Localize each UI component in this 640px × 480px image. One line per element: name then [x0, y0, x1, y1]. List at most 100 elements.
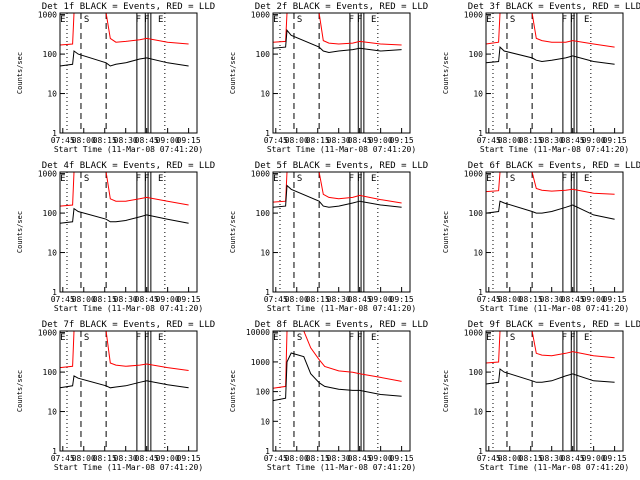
series-line-events [59, 375, 189, 389]
y-tick-label: 1 [265, 447, 270, 456]
x-tick-label: 07:45 [51, 454, 75, 463]
y-axis-label: Counts/sec [229, 370, 237, 412]
flag-letter: F [570, 333, 575, 343]
x-tick-label: 08:45 [135, 295, 159, 304]
plot-frame [485, 12, 624, 134]
flag-letter: E [486, 174, 491, 184]
x-tick-label: 09:15 [603, 295, 627, 304]
x-tick-label: 08:00 [498, 454, 522, 463]
series-line-lld [272, 171, 402, 204]
y-tick-label: 1000 [38, 11, 57, 20]
y-tick-label: 100 [43, 50, 58, 59]
flag-letter: F [357, 15, 362, 25]
x-tick-label: 08:15 [93, 136, 117, 145]
y-tick-label: 10 [260, 90, 270, 99]
x-tick-label: 08:00 [285, 295, 309, 304]
x-tick-label: 09:00 [369, 136, 393, 145]
flag-letter: E [273, 333, 278, 343]
y-tick-label: 1 [478, 288, 483, 297]
x-axis-label: Start Time (11-Mar-08 07:41:20) [267, 145, 416, 154]
flag-letter: F [144, 174, 149, 184]
x-tick-label: 08:15 [93, 454, 117, 463]
x-tick-label: 08:45 [561, 295, 585, 304]
flag-letter: S [297, 15, 302, 25]
plot-frame [485, 171, 624, 293]
flag-letter: S [297, 174, 302, 184]
flag-letter: S [84, 174, 89, 184]
flag-letter: F [349, 15, 354, 25]
flag-letter: F [136, 333, 141, 343]
y-tick-label: 100 [469, 368, 484, 377]
x-axis-label: Start Time (11-Mar-08 07:41:20) [54, 145, 203, 154]
x-axis-label: Start Time (11-Mar-08 07:41:20) [480, 463, 629, 472]
y-tick-label: 1 [52, 288, 57, 297]
x-tick-label: 09:15 [177, 136, 201, 145]
y-tick-label: 1 [52, 129, 57, 138]
flag-letter: E [273, 174, 278, 184]
flag-letter: F [562, 174, 567, 184]
chart-title: Det 8f BLACK = Events, RED = LLD [255, 320, 428, 330]
x-tick-label: 08:00 [72, 136, 96, 145]
flag-letter: F [570, 174, 575, 184]
chart-panel-5: Det 5f BLACK = Events, RED = LLD 1 10 100 10… [229, 161, 428, 313]
flag-letter: S [297, 333, 302, 343]
flag-letter: S [84, 333, 89, 343]
series-line-lld [272, 12, 402, 46]
y-tick-label: 1000 [464, 170, 483, 179]
x-tick-label: 09:00 [582, 295, 606, 304]
chart-title: Det 3f BLACK = Events, RED = LLD [468, 2, 640, 12]
series-line-events [272, 29, 402, 54]
y-tick-label: 1000 [38, 170, 57, 179]
flag-letter: S [510, 15, 515, 25]
y-tick-label: 10 [47, 408, 57, 417]
x-tick-label: 09:00 [369, 454, 393, 463]
y-tick-label: 10 [47, 249, 57, 258]
y-axis-label: Counts/sec [16, 52, 24, 94]
x-tick-label: 07:45 [264, 295, 288, 304]
series-line-lld [59, 171, 189, 207]
chart-panel-8: Det 8f BLACK = Events, RED = LLD 1 10 100 10… [229, 320, 428, 472]
x-tick-label: 07:45 [51, 136, 75, 145]
chart-panel-6: Det 6f BLACK = Events, RED = LLD 1 10 100 10… [442, 161, 640, 313]
y-tick-label: 100 [43, 209, 58, 218]
flag-letter: F [562, 333, 567, 343]
x-tick-label: 08:45 [561, 454, 585, 463]
flag-letter: E [371, 174, 376, 184]
y-axis-label: Counts/sec [16, 211, 24, 253]
x-axis-label: Start Time (11-Mar-08 07:41:20) [480, 304, 629, 313]
flag-letter: E [584, 174, 589, 184]
x-tick-label: 09:15 [390, 295, 414, 304]
y-axis-label: Counts/sec [229, 52, 237, 94]
series-line-lld [272, 330, 402, 389]
flag-letter: E [584, 333, 589, 343]
x-tick-label: 09:15 [603, 136, 627, 145]
x-tick-label: 08:00 [72, 454, 96, 463]
x-tick-label: 08:30 [540, 136, 564, 145]
x-tick-label: 08:00 [498, 295, 522, 304]
chart-title: Det 6f BLACK = Events, RED = LLD [468, 161, 640, 171]
x-tick-label: 08:30 [327, 295, 351, 304]
flag-letter: E [60, 174, 65, 184]
x-tick-label: 08:15 [519, 454, 543, 463]
flag-letter: F [349, 174, 354, 184]
x-tick-label: 08:30 [114, 454, 138, 463]
y-tick-label: 100 [256, 50, 271, 59]
y-tick-label: 1 [478, 447, 483, 456]
y-axis-label: Counts/sec [442, 52, 450, 94]
y-tick-label: 1000 [251, 170, 270, 179]
flag-letter: S [510, 333, 515, 343]
plot-frame [59, 12, 198, 134]
flag-letter: E [158, 15, 163, 25]
x-tick-label: 09:15 [177, 454, 201, 463]
y-tick-label: 100 [469, 50, 484, 59]
y-tick-label: 10 [260, 417, 270, 426]
x-tick-label: 09:00 [156, 136, 180, 145]
plot-frame [59, 330, 198, 452]
chart-panel-3: Det 3f BLACK = Events, RED = LLD 1 10 100 10… [442, 2, 640, 154]
x-tick-label: 07:45 [264, 454, 288, 463]
x-tick-label: 09:15 [390, 454, 414, 463]
x-tick-label: 08:30 [327, 454, 351, 463]
x-tick-label: 08:00 [498, 136, 522, 145]
series-line-events [485, 368, 615, 385]
x-tick-label: 08:15 [519, 136, 543, 145]
